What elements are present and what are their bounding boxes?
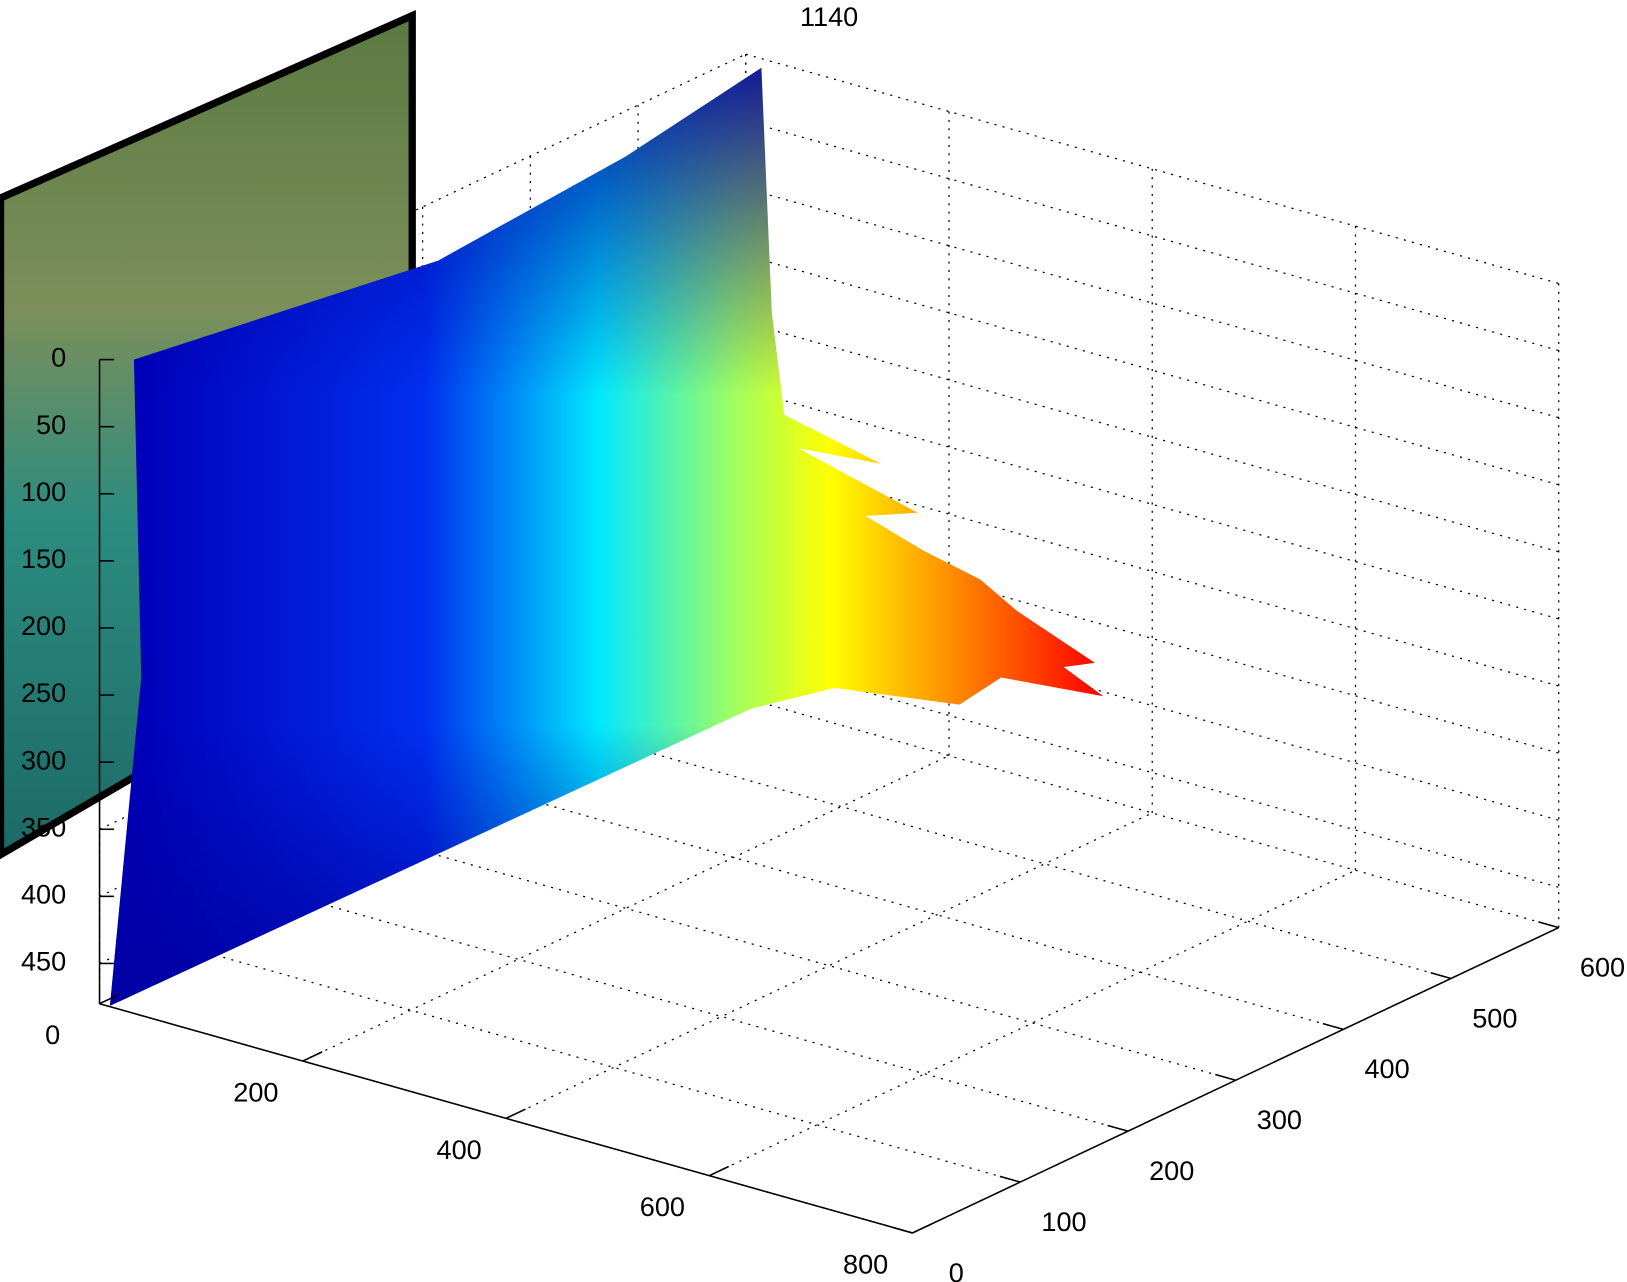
chart: 1140 0 200 400 600 800 0 100 200 300 400 500 600 0 50… (0, 0, 1627, 1282)
grid-line (746, 658, 1559, 887)
y-tick-label: 0 (949, 1257, 964, 1282)
y-tick-label: 400 (1365, 1053, 1410, 1084)
y-tick-label: 600 (1580, 951, 1625, 982)
x-tick (303, 1052, 322, 1061)
grid-line (207, 953, 1020, 1182)
y-tick (1431, 973, 1451, 979)
z-tick-label: 350 (21, 811, 66, 842)
z-tick-label: 400 (21, 879, 66, 910)
y-tick (1000, 1176, 1020, 1182)
y-tick (1108, 1125, 1128, 1131)
x-tick (506, 1109, 525, 1118)
y-tick (1215, 1075, 1235, 1081)
grid-line (315, 902, 1128, 1131)
chart-title: 1140 (800, 1, 858, 32)
x-tick-label: 0 (45, 1019, 60, 1050)
z-tick-label: 0 (51, 342, 66, 373)
z-tick-label: 300 (21, 744, 66, 775)
z-tick-label: 50 (36, 409, 66, 440)
y-tick-label: 100 (1041, 1206, 1086, 1237)
y-tick-label: 200 (1149, 1155, 1194, 1186)
x-tick-label: 800 (843, 1248, 888, 1279)
x-tick-label: 400 (437, 1134, 482, 1165)
y-tick-label: 500 (1472, 1002, 1517, 1033)
z-tick-label: 100 (21, 476, 66, 507)
y-tick (1323, 1024, 1343, 1030)
x-tick-label: 600 (640, 1191, 685, 1222)
z-tick-label: 250 (21, 677, 66, 708)
y-tick (1538, 922, 1558, 928)
z-tick-label: 150 (21, 543, 66, 574)
grid-line (423, 851, 1236, 1080)
z-tick-label: 200 (21, 610, 66, 641)
x-tick (709, 1166, 728, 1175)
y-tick-label: 300 (1257, 1104, 1302, 1135)
x-tick-label: 200 (233, 1077, 278, 1108)
grid-line (638, 749, 1451, 978)
y-axis (913, 928, 1559, 1233)
grid-line (506, 813, 1152, 1118)
x-axis (100, 1004, 913, 1233)
z-tick-label: 450 (21, 946, 66, 977)
